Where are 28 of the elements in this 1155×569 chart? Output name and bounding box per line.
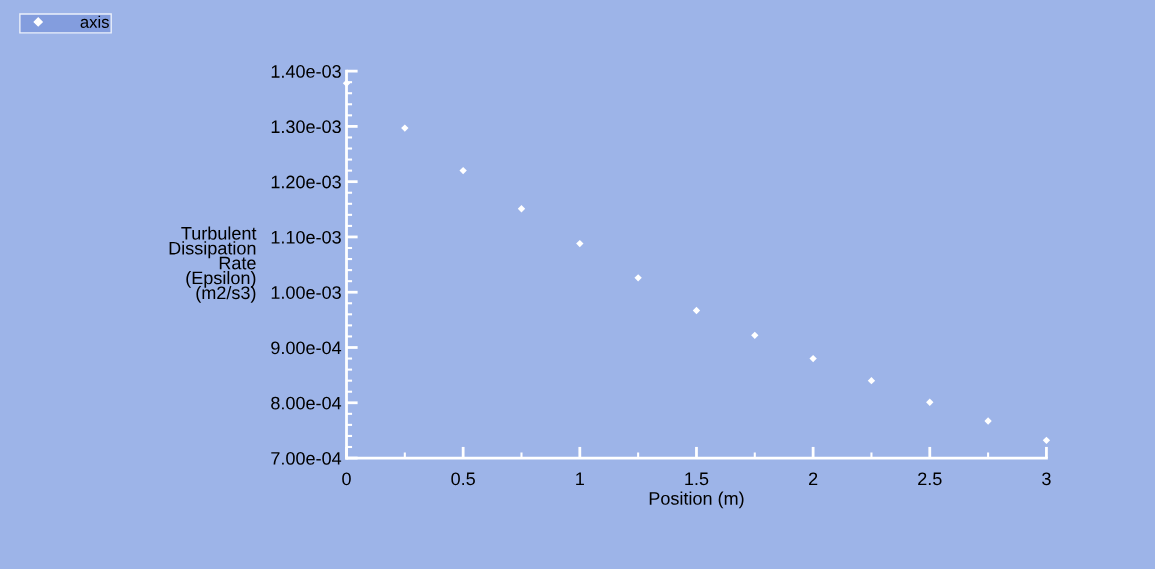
y-axis-title: Turbulent Dissipation Rate (Epsilon) (m2/s3) [169, 226, 257, 303]
x-tick-label: 1.5 [685, 472, 709, 486]
y-tick-label: 1.40e-03 [271, 65, 341, 78]
x-tick-label: 0.5 [451, 472, 475, 486]
x-tick-label: 3 [1042, 472, 1051, 486]
x-tick-label: 2 [809, 472, 818, 486]
x-tick-label: 1 [576, 472, 584, 486]
point [517, 205, 526, 213]
point [459, 166, 467, 175]
point [576, 239, 584, 248]
x-axis-title: Position (m) [649, 491, 744, 509]
y-tick-label: 1.30e-03 [271, 120, 341, 134]
y-tick-label: 1.00e-03 [271, 286, 341, 299]
point [926, 398, 934, 406]
point [692, 306, 701, 315]
x-tick-label: 2.5 [918, 472, 942, 486]
y-tick-label: 9.00e-04 [271, 341, 342, 355]
y-tick-label: 8.00e-04 [271, 396, 342, 410]
point [809, 354, 817, 363]
point [751, 331, 759, 340]
legend-label: axis [80, 15, 109, 28]
y-tick-label: 1.10e-03 [271, 230, 341, 244]
y-tick-label: 1.20e-03 [271, 175, 341, 189]
y-tick-label: 7.00e-04 [271, 451, 342, 465]
point [1042, 436, 1051, 445]
point [342, 79, 351, 87]
x-tick-label: 0 [342, 472, 351, 486]
point [867, 376, 876, 385]
